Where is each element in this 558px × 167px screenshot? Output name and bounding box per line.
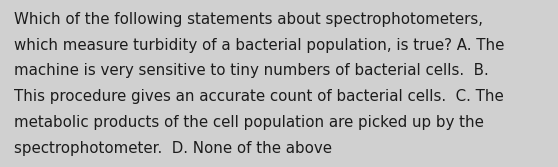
Text: spectrophotometer.  D. None of the above: spectrophotometer. D. None of the above xyxy=(14,141,332,156)
Text: metabolic products of the cell population are picked up by the: metabolic products of the cell populatio… xyxy=(14,115,484,130)
Text: This procedure gives an accurate count of bacterial cells.  C. The: This procedure gives an accurate count o… xyxy=(14,89,504,104)
Text: machine is very sensitive to tiny numbers of bacterial cells.  B.: machine is very sensitive to tiny number… xyxy=(14,63,489,78)
Text: which measure turbidity of a bacterial population, is true? A. The: which measure turbidity of a bacterial p… xyxy=(14,38,504,53)
Text: Which of the following statements about spectrophotometers,: Which of the following statements about … xyxy=(14,12,483,27)
